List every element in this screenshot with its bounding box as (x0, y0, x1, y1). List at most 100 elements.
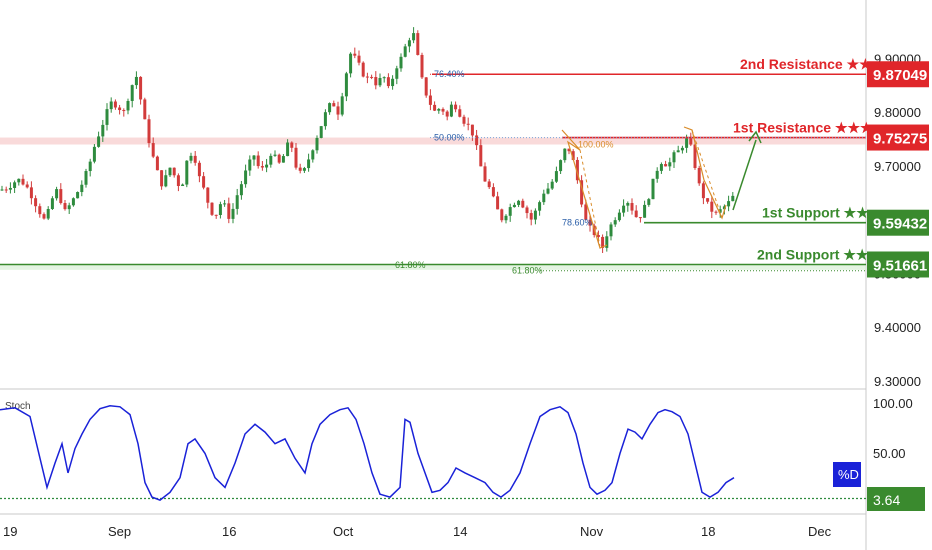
candle (496, 191, 500, 210)
candle (433, 101, 437, 112)
fibonacci-labels: 76.40% 50.00% 100.00% 78.60% 61.80% 61.80% (395, 69, 614, 275)
candle (298, 163, 302, 174)
candle (399, 53, 403, 72)
candle (202, 172, 206, 190)
candle (25, 181, 29, 189)
x-tick-19: 19 (3, 524, 17, 539)
candle (479, 139, 483, 167)
candle (109, 97, 113, 113)
candle (680, 145, 684, 154)
pattern-dash-1 (579, 149, 601, 247)
candle (617, 209, 621, 222)
level-label-1: 1st Resistance ★★★ (733, 120, 873, 136)
harmonic-pattern-drawings (561, 126, 762, 249)
candle (361, 61, 365, 78)
candle (378, 73, 382, 88)
candle (500, 208, 504, 223)
candle (134, 71, 138, 89)
candle (731, 192, 735, 202)
candle (395, 65, 399, 85)
candle (113, 99, 117, 110)
candle (197, 160, 201, 183)
candle (130, 84, 134, 108)
candle (168, 167, 172, 178)
candle (248, 155, 252, 176)
candle (651, 178, 655, 200)
candle (525, 205, 529, 219)
candle (42, 212, 46, 220)
price-tick-5: 9.40000 (874, 320, 921, 335)
stoch-d-badge (833, 462, 861, 487)
stoch-d-line (0, 405, 735, 501)
candle (538, 200, 542, 216)
candle (286, 139, 290, 157)
candle (706, 198, 710, 204)
candle (122, 108, 126, 117)
candle (59, 183, 63, 205)
fib-label-2: 100.00% (578, 139, 614, 149)
candle (697, 165, 701, 186)
candle (491, 183, 495, 198)
x-tick-16: 16 (222, 524, 236, 539)
pattern-left-top (561, 129, 608, 249)
candle (512, 202, 516, 208)
candle (277, 153, 281, 164)
candle (601, 234, 605, 254)
candle (143, 97, 147, 120)
stochastic-panel: Stoch 100.00 50.00 %D 3.64 (0, 396, 925, 511)
candle (386, 73, 390, 89)
candle (46, 206, 50, 221)
candlestick-series (0, 27, 735, 254)
candle (88, 158, 92, 177)
candle (563, 148, 567, 163)
stoch-tick-50: 50.00 (873, 446, 906, 461)
candle (487, 179, 491, 190)
candle (630, 198, 634, 215)
candle (412, 27, 416, 44)
candle (29, 181, 33, 205)
candle (420, 52, 424, 79)
candle (664, 160, 668, 167)
candle (63, 199, 67, 211)
fib-label-1: 50.00% (434, 133, 465, 143)
stoch-title: Stoch (5, 401, 31, 412)
candle (323, 109, 327, 130)
candle (475, 129, 479, 150)
candle (231, 203, 235, 224)
fib-label-0: 76.40% (434, 69, 465, 79)
candle (256, 151, 260, 169)
candle (458, 105, 462, 118)
candle (374, 71, 378, 90)
candle (218, 201, 222, 219)
candle (4, 186, 8, 193)
time-axis: 19 Sep 16 Oct 14 Nov 18 Dec (3, 524, 832, 539)
candle (139, 76, 143, 105)
candle (76, 191, 80, 199)
candle (424, 77, 428, 98)
candle (319, 125, 323, 139)
candle (605, 231, 609, 252)
candle (416, 30, 420, 56)
level-tag-1 (867, 124, 929, 151)
projection-arrow (732, 139, 757, 211)
candle (550, 178, 554, 191)
candle (252, 155, 256, 166)
candle (214, 214, 218, 219)
candle (239, 180, 243, 200)
candle (391, 75, 395, 90)
candle (714, 210, 718, 215)
candle (609, 222, 613, 241)
candle (176, 173, 180, 192)
candle (353, 47, 357, 59)
candle (727, 195, 731, 212)
candle (155, 155, 159, 171)
candle (454, 101, 458, 113)
stoch-d-label: %D (838, 467, 859, 482)
candle (634, 205, 638, 218)
candle (294, 143, 298, 170)
level-label-0: 2nd Resistance ★★ (740, 56, 872, 72)
candle (559, 159, 563, 175)
candle (38, 203, 42, 218)
candle (588, 214, 592, 232)
candle (647, 197, 651, 207)
